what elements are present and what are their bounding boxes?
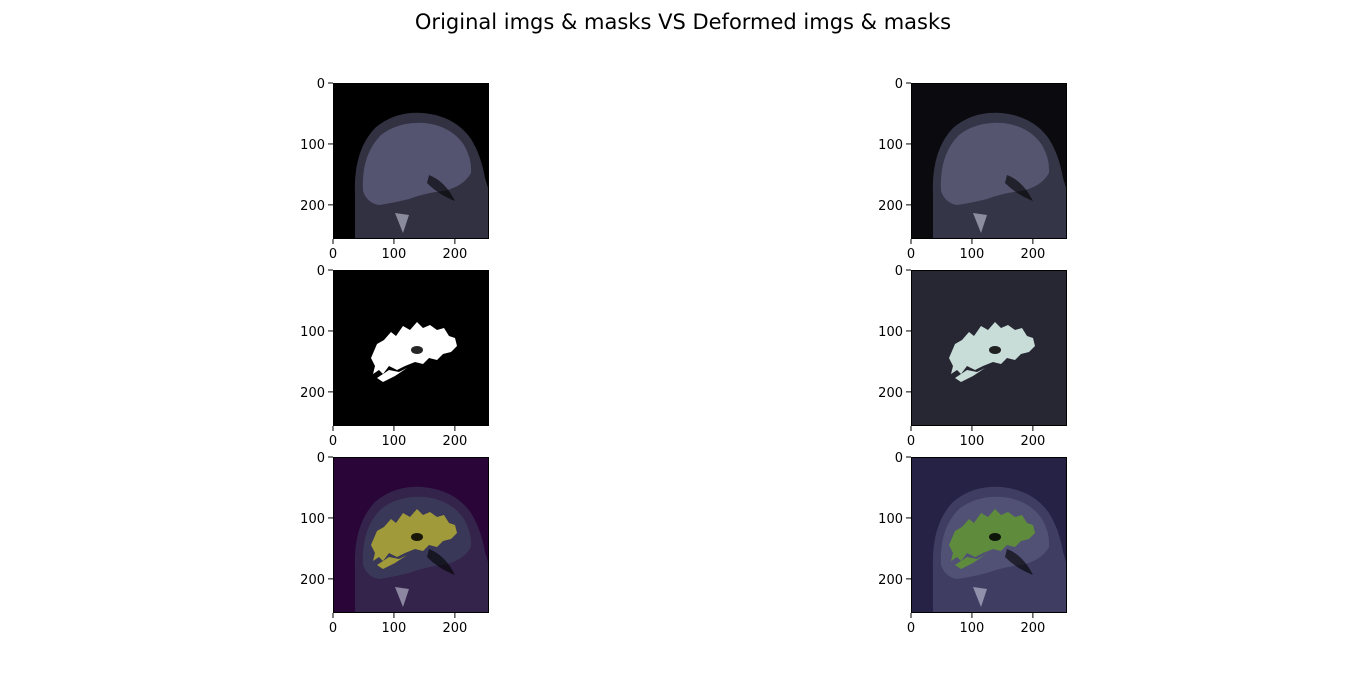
ytick-label: 0 — [895, 451, 903, 466]
xtick-label: 200 — [1020, 434, 1045, 449]
xtick-label: 200 — [442, 434, 467, 449]
panel-orig-mask: 0 100 200 0 100 200 — [300, 264, 489, 449]
xtick-label: 0 — [907, 247, 915, 262]
xtick-label: 0 — [329, 434, 337, 449]
ytick-label: 200 — [300, 573, 325, 588]
xtick-label: 200 — [1020, 247, 1045, 262]
ytick-label: 0 — [317, 264, 325, 279]
panel-image-orig-mask — [333, 270, 489, 426]
ytick-label: 200 — [878, 386, 903, 401]
ytick-label: 0 — [895, 77, 903, 92]
xtick-label: 200 — [1020, 621, 1045, 636]
ytick-label: 100 — [878, 325, 903, 340]
ytick-label: 0 — [895, 264, 903, 279]
panel-image-def-overlay — [911, 457, 1067, 613]
panel-def-overlay: 0 100 200 0 100 200 — [878, 451, 1067, 636]
xtick-label: 100 — [382, 621, 407, 636]
xtick-label: 100 — [960, 434, 985, 449]
ytick-label: 200 — [878, 573, 903, 588]
xtick-label: 200 — [442, 621, 467, 636]
panel-image-def-mask — [911, 270, 1067, 426]
ytick-label: 0 — [317, 77, 325, 92]
panel-def-mask: 0 100 200 0 100 200 — [878, 264, 1067, 449]
panel-image-orig-img — [333, 83, 489, 239]
panel-image-def-img — [911, 83, 1067, 239]
xtick-label: 0 — [329, 247, 337, 262]
xtick-label: 100 — [960, 247, 985, 262]
ytick-label: 100 — [878, 512, 903, 527]
xtick-label: 100 — [960, 621, 985, 636]
xtick-label: 0 — [907, 621, 915, 636]
figure-title: Original imgs & masks VS Deformed imgs &… — [414, 10, 952, 34]
ytick-label: 200 — [300, 386, 325, 401]
xtick-label: 0 — [329, 621, 337, 636]
xtick-label: 0 — [907, 434, 915, 449]
ytick-label: 100 — [300, 512, 325, 527]
ytick-label: 200 — [300, 199, 325, 214]
xtick-label: 200 — [442, 247, 467, 262]
ytick-label: 100 — [878, 138, 903, 153]
panel-orig-overlay: 0 100 200 0 100 200 — [300, 451, 489, 636]
panel-image-orig-overlay — [333, 457, 489, 613]
panel-orig-img: 0 100 200 0 100 200 — [300, 77, 489, 262]
ytick-label: 0 — [317, 451, 325, 466]
xtick-label: 100 — [382, 247, 407, 262]
panel-def-img: 0 100 200 0 100 200 — [878, 77, 1067, 262]
ytick-label: 100 — [300, 325, 325, 340]
ytick-label: 200 — [878, 199, 903, 214]
ytick-label: 100 — [300, 138, 325, 153]
xtick-label: 100 — [382, 434, 407, 449]
